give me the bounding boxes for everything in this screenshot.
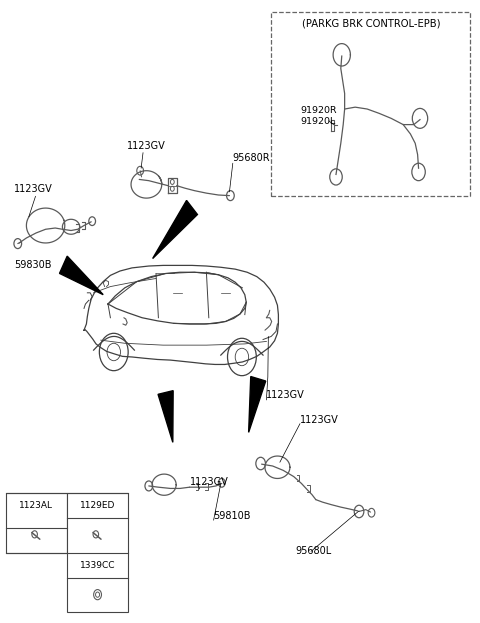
Polygon shape [60, 256, 103, 295]
Text: 95680L: 95680L [295, 546, 332, 556]
Polygon shape [249, 376, 266, 432]
Text: 95680R: 95680R [233, 153, 270, 163]
Text: 1339CC: 1339CC [80, 561, 115, 569]
Text: 1123GV: 1123GV [300, 415, 339, 425]
Bar [67, 493, 128, 612]
Text: 59810B: 59810B [214, 511, 251, 521]
Text: 1129ED: 1129ED [80, 502, 115, 510]
Bar [271, 12, 470, 196]
Text: 1123AL: 1123AL [19, 502, 53, 510]
Text: 1123GV: 1123GV [127, 141, 166, 151]
Text: (PARKG BRK CONTROL-EPB): (PARKG BRK CONTROL-EPB) [301, 19, 440, 29]
Polygon shape [158, 391, 173, 442]
Text: 59830B: 59830B [14, 260, 52, 270]
Text: 1123GV: 1123GV [266, 390, 305, 400]
Bar [6, 493, 67, 553]
Text: 1123GV: 1123GV [14, 184, 53, 194]
Polygon shape [153, 201, 197, 259]
Text: 91920R: 91920R [300, 106, 337, 115]
Text: 1123GV: 1123GV [190, 477, 228, 487]
Text: 91920L: 91920L [300, 118, 336, 126]
